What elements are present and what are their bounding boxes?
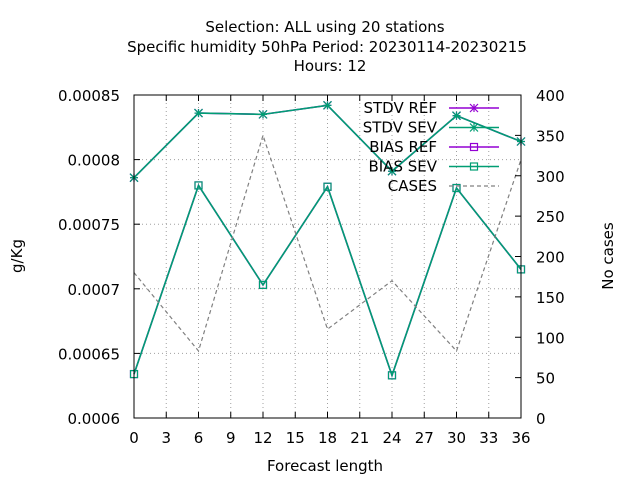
y-tick-label: 0.00075 bbox=[58, 216, 120, 234]
series-bias-sev bbox=[129, 181, 526, 380]
legend-item-bias-sev: BIAS SEV bbox=[368, 158, 499, 176]
legend-label: STDV SEV bbox=[363, 119, 438, 137]
y-tick-label: 0.0008 bbox=[68, 152, 121, 170]
x-axis-label: Forecast length bbox=[267, 457, 383, 475]
x-tick-label: 3 bbox=[161, 429, 171, 447]
x-tick-label: 30 bbox=[447, 429, 466, 447]
tick-labels: 0 3 6 9 12 15 18 21 24 27 30 33 360.00060.000650.000… bbox=[58, 87, 565, 447]
y2-tick-label: 0 bbox=[536, 410, 546, 428]
x-tick-label: 0 bbox=[129, 429, 139, 447]
data-point bbox=[258, 109, 268, 119]
y2-tick-label: 150 bbox=[536, 289, 565, 307]
x-tick-label: 36 bbox=[511, 429, 530, 447]
y2-axis-label: No cases bbox=[599, 222, 617, 290]
series-line-bias-ref bbox=[133, 183, 522, 378]
y2-tick-label: 400 bbox=[536, 87, 565, 105]
legend-marker bbox=[469, 103, 479, 113]
x-tick-label: 9 bbox=[226, 429, 236, 447]
y-tick-label: 0.0007 bbox=[68, 281, 121, 299]
legend-item-cases: CASES bbox=[388, 177, 499, 195]
data-point bbox=[194, 181, 203, 190]
x-tick-label: 33 bbox=[479, 429, 498, 447]
legend-item-bias-ref: BIAS REF bbox=[369, 138, 499, 156]
y2-tick-label: 50 bbox=[536, 370, 555, 388]
series-line-bias-sev bbox=[133, 183, 522, 378]
y2-tick-label: 300 bbox=[536, 168, 565, 186]
title-line-1: Selection: ALL using 20 stations bbox=[205, 18, 444, 36]
y-axis-label: g/Kg bbox=[8, 239, 26, 273]
legend-item-stdv-sev: STDV SEV bbox=[363, 119, 499, 137]
series-stdv-ref bbox=[129, 100, 526, 183]
data-point bbox=[452, 183, 461, 193]
x-tick-label: 24 bbox=[382, 429, 401, 447]
data-point bbox=[194, 108, 203, 118]
y2-tick-label: 100 bbox=[536, 329, 565, 347]
y2-tick-label: 250 bbox=[536, 208, 565, 226]
legend-label: STDV REF bbox=[363, 99, 437, 117]
y-tick-label: 0.0006 bbox=[68, 410, 121, 428]
legend-marker bbox=[469, 162, 479, 171]
x-tick-label: 18 bbox=[318, 429, 337, 447]
x-tick-label: 27 bbox=[415, 429, 434, 447]
grid-lines bbox=[134, 95, 521, 418]
title-line-2: Specific humidity 50hPa Period: 20230114… bbox=[127, 38, 527, 56]
x-tick-label: 21 bbox=[350, 429, 369, 447]
legend-item-stdv-ref: STDV REF bbox=[363, 99, 499, 117]
data-point bbox=[387, 166, 397, 176]
y2-tick-label: 350 bbox=[536, 127, 565, 145]
chart-title: Selection: ALL using 20 stations Specifi… bbox=[127, 18, 527, 75]
y2-tick-label: 200 bbox=[536, 249, 565, 267]
x-tick-label: 6 bbox=[194, 429, 204, 447]
title-line-3: Hours: 12 bbox=[294, 57, 367, 75]
series-stdv-sev bbox=[129, 100, 526, 183]
series-layer bbox=[129, 100, 526, 380]
y-tick-label: 0.00085 bbox=[58, 87, 120, 105]
x-tick-label: 15 bbox=[286, 429, 305, 447]
series-line-cases bbox=[133, 133, 522, 353]
legend-label: BIAS SEV bbox=[368, 158, 437, 176]
axis-ticks bbox=[133, 94, 522, 419]
data-point bbox=[452, 111, 461, 121]
series-cases bbox=[133, 133, 522, 353]
legend-marker bbox=[469, 123, 479, 132]
data-point bbox=[323, 182, 332, 191]
y-tick-label: 0.00065 bbox=[58, 345, 120, 363]
data-point bbox=[387, 371, 397, 380]
legend-label: BIAS REF bbox=[369, 138, 437, 156]
data-point bbox=[323, 100, 332, 110]
x-tick-label: 12 bbox=[253, 429, 272, 447]
data-point bbox=[258, 280, 268, 290]
legend-label: CASES bbox=[388, 177, 437, 195]
legend-marker bbox=[469, 142, 479, 152]
